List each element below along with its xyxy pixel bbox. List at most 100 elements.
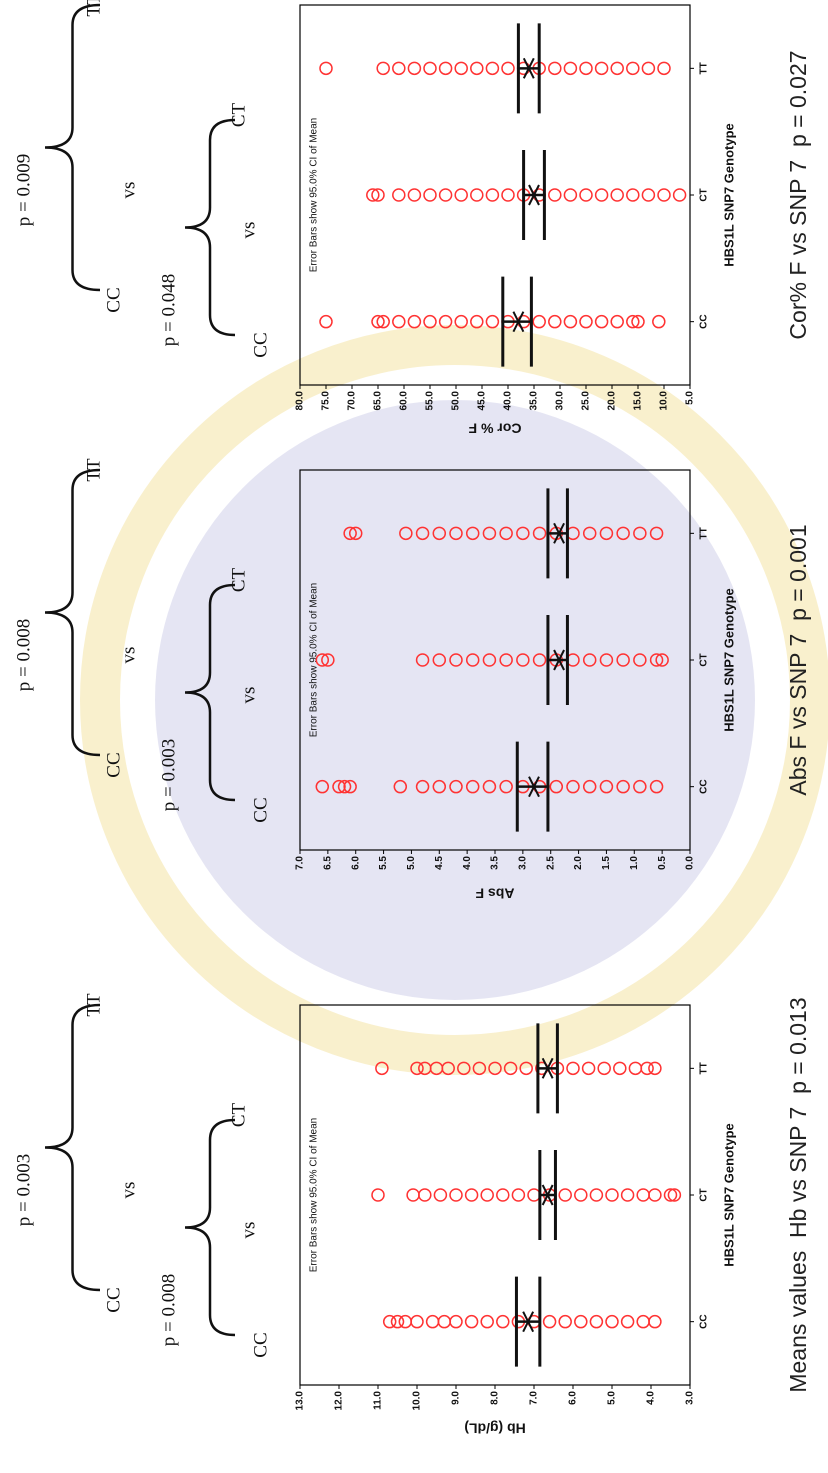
- data-point: [408, 316, 420, 328]
- y-tick-label: 75.0: [321, 391, 332, 411]
- data-point: [606, 1189, 618, 1201]
- data-point: [544, 1316, 556, 1328]
- data-point: [606, 1316, 618, 1328]
- y-tick-label: 12.0: [334, 1391, 345, 1411]
- data-point: [407, 1189, 419, 1201]
- data-point: [450, 1316, 462, 1328]
- y-tick-label: 15.0: [633, 391, 644, 411]
- group-left: CC: [250, 1332, 271, 1357]
- data-point: [533, 316, 545, 328]
- data-point: [580, 62, 592, 74]
- y-tick-label: 50.0: [451, 391, 462, 411]
- x-tick-label: CT: [699, 188, 710, 201]
- y-axis-title: Cor % F: [468, 420, 521, 436]
- data-point: [614, 1062, 626, 1074]
- x-axis-title: HBS1L SNP7 Genotype: [721, 588, 736, 732]
- data-point: [486, 62, 498, 74]
- y-tick-label: 35.0: [529, 391, 540, 411]
- y-tick-label: 6.0: [568, 1391, 579, 1405]
- group-right: CT: [228, 102, 249, 127]
- p-value: p = 0.008: [158, 1274, 179, 1346]
- bracket: [45, 5, 100, 290]
- data-point: [637, 1316, 649, 1328]
- y-tick-label: 5.0: [607, 1391, 618, 1405]
- group-right: TT: [83, 993, 104, 1017]
- group-right: CT: [228, 567, 249, 592]
- data-point: [481, 1316, 493, 1328]
- data-point: [590, 1316, 602, 1328]
- annotation: Error Bars show 95.0% CI of Mean: [309, 1118, 320, 1273]
- group-left: CC: [250, 797, 271, 822]
- data-point: [611, 316, 623, 328]
- y-tick-label: 9.0: [451, 1391, 462, 1405]
- data-point: [372, 1189, 384, 1201]
- y-tick-label: 65.0: [373, 391, 384, 411]
- data-point: [596, 62, 608, 74]
- data-point: [564, 189, 576, 201]
- data-point: [627, 189, 639, 201]
- y-tick-label: 0.5: [657, 856, 668, 870]
- data-point: [393, 316, 405, 328]
- group-vs: vs: [238, 687, 259, 704]
- data-point: [320, 62, 332, 74]
- group-left: CC: [250, 332, 271, 357]
- y-tick-label: 3.5: [490, 856, 501, 870]
- data-point: [440, 62, 452, 74]
- data-point: [440, 189, 452, 201]
- data-point: [559, 1316, 571, 1328]
- x-tick-label: CT: [699, 1188, 710, 1201]
- x-axis-title: HBS1L SNP7 Genotype: [721, 123, 736, 267]
- y-tick-label: 11.0: [373, 1391, 384, 1410]
- data-point: [471, 189, 483, 201]
- y-tick-label: 5.0: [406, 856, 417, 870]
- group-left: CC: [103, 287, 124, 312]
- group-vs: vs: [238, 1222, 259, 1239]
- data-point: [658, 62, 670, 74]
- data-point: [455, 62, 467, 74]
- y-tick-label: 40.0: [503, 391, 514, 411]
- data-point: [649, 1316, 661, 1328]
- caption: Abs F vs SNP 7 p = 0.001: [785, 524, 811, 795]
- data-point: [642, 62, 654, 74]
- group-right: TT: [83, 0, 104, 17]
- y-tick-label: 80.0: [295, 391, 306, 411]
- bracket: [45, 1005, 100, 1290]
- bracket: [185, 1120, 235, 1335]
- x-tick-label: TT: [699, 62, 710, 74]
- data-point: [497, 1189, 509, 1201]
- data-point: [596, 316, 608, 328]
- group-left: CC: [103, 752, 124, 777]
- data-point: [502, 189, 514, 201]
- y-tick-label: 20.0: [607, 391, 618, 411]
- data-point: [486, 189, 498, 201]
- data-point: [466, 1189, 478, 1201]
- y-axis-title: Hb (g/dL): [464, 1420, 525, 1436]
- page: 3.04.05.06.07.08.09.010.011.012.013.0Hb …: [0, 0, 828, 1473]
- data-point: [427, 1316, 439, 1328]
- data-point: [637, 1189, 649, 1201]
- y-tick-label: 0.0: [685, 856, 696, 870]
- data-point: [497, 1316, 509, 1328]
- y-tick-label: 6.5: [322, 856, 333, 870]
- group-right: TT: [83, 458, 104, 482]
- data-point: [590, 1189, 602, 1201]
- y-tick-label: 4.5: [434, 856, 445, 870]
- data-point: [466, 1316, 478, 1328]
- figure: 3.04.05.06.07.08.09.010.011.012.013.0Hb …: [0, 0, 828, 1473]
- group-left: CC: [103, 1287, 124, 1312]
- y-tick-label: 5.5: [378, 856, 389, 870]
- annotation: Error Bars show 95.0% CI of Mean: [309, 583, 320, 738]
- y-tick-label: 25.0: [581, 391, 592, 411]
- y-tick-label: 6.0: [350, 856, 361, 870]
- data-point: [580, 189, 592, 201]
- y-tick-label: 3.0: [517, 856, 528, 870]
- data-point: [580, 316, 592, 328]
- y-tick-label: 3.0: [685, 1391, 696, 1405]
- data-point: [411, 1316, 423, 1328]
- data-point: [549, 189, 561, 201]
- data-point: [471, 62, 483, 74]
- y-tick-label: 45.0: [477, 391, 488, 411]
- y-tick-label: 13.0: [295, 1391, 306, 1411]
- data-point: [596, 189, 608, 201]
- p-value: p = 0.009: [13, 154, 34, 226]
